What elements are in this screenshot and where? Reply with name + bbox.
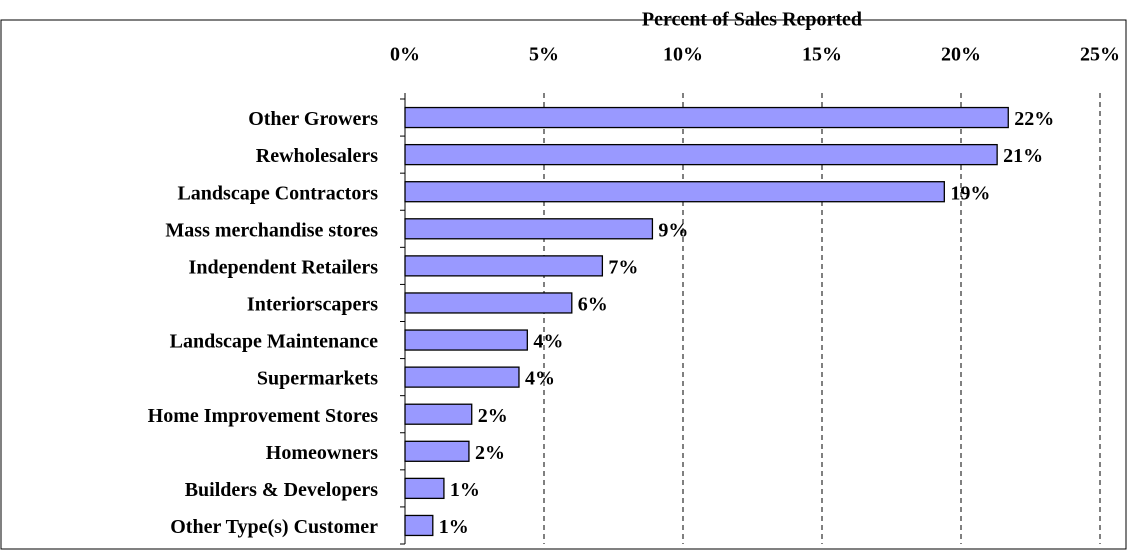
x-tick-label: 10% <box>663 44 703 66</box>
y-tick-label: Home Improvement Stores <box>148 405 379 427</box>
bar <box>404 255 604 277</box>
x-tick-label: 20% <box>941 44 981 66</box>
x-tick-label: 5% <box>529 44 559 66</box>
data-label: 1% <box>450 479 480 501</box>
data-label: 21% <box>1003 145 1043 167</box>
data-label: 22% <box>1014 108 1054 130</box>
y-tick-label: Mass merchandise stores <box>165 219 378 241</box>
x-tick-label: 15% <box>802 44 842 66</box>
y-tick-label: Rewholesalers <box>256 145 378 167</box>
y-tick-label: Independent Retailers <box>189 256 379 278</box>
y-tick-label: Supermarkets <box>257 368 378 390</box>
y-tick-label: Other Growers <box>248 108 378 130</box>
y-tick-label: Builders & Developers <box>185 479 379 501</box>
bar <box>404 181 945 203</box>
bar <box>404 514 434 537</box>
y-tick-label: Other Type(s) Customer <box>170 516 378 538</box>
data-label: 19% <box>950 182 990 204</box>
data-label: 2% <box>478 405 508 427</box>
bar <box>404 218 654 240</box>
data-label: 6% <box>578 294 608 316</box>
bar <box>404 403 473 425</box>
y-tick-label: Homeowners <box>266 442 378 464</box>
y-tick-label: Interiorscapers <box>247 294 378 316</box>
bar <box>404 143 998 166</box>
x-tick-label: 25% <box>1080 44 1120 66</box>
chart-frame <box>0 19 1127 550</box>
data-label: 4% <box>533 331 563 353</box>
bar <box>404 366 520 388</box>
data-label: 4% <box>525 368 555 390</box>
data-label: 1% <box>439 516 469 538</box>
bar <box>404 440 470 462</box>
bar <box>404 292 573 314</box>
y-tick-label: Landscape Contractors <box>177 182 378 204</box>
x-tick-label: 0% <box>390 44 420 66</box>
axis-title: Percent of Sales Reported <box>642 9 862 31</box>
bar <box>404 106 1009 129</box>
bar <box>404 477 445 500</box>
data-label: 9% <box>658 219 688 241</box>
bar <box>404 329 528 351</box>
data-label: 2% <box>475 442 505 464</box>
y-tick-label: Landscape Maintenance <box>170 331 378 353</box>
data-label: 7% <box>608 256 638 278</box>
